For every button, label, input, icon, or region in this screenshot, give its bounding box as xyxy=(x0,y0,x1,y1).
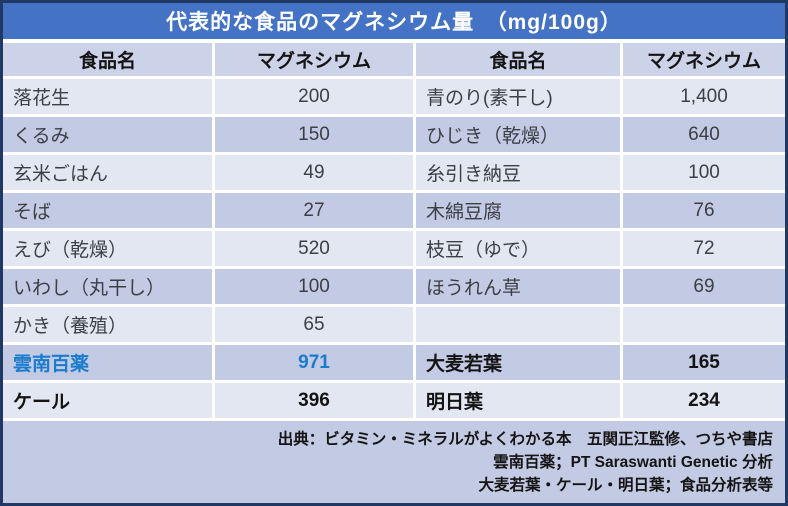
magnesium-value-cell: 234 xyxy=(623,383,785,418)
magnesium-table: 食品名 マグネシウム 食品名 マグネシウム 落花生 200 青のり(素干し) 1… xyxy=(3,43,785,418)
table-row: 落花生 200 青のり(素干し) 1,400 xyxy=(3,79,785,114)
magnesium-value-cell: 165 xyxy=(623,345,785,380)
magnesium-value-cell: 100 xyxy=(623,155,785,190)
magnesium-value-cell: 100 xyxy=(215,269,413,304)
magnesium-value-cell: 150 xyxy=(215,117,413,152)
magnesium-value-cell: 69 xyxy=(623,269,785,304)
food-name-cell: 木綿豆腐 xyxy=(416,193,620,228)
slide-title-bar: 代表的な食品のマグネシウム量 （mg/100g） xyxy=(3,3,785,39)
column-header-magnesium-left: マグネシウム xyxy=(215,43,413,76)
slide-title: 代表的な食品のマグネシウム量 （mg/100g） xyxy=(166,11,622,34)
source-line-3: 大麦若葉・ケール・明日葉；食品分析表等 xyxy=(478,476,773,494)
source-note: 出典：ビタミン・ミネラルがよくわかる本 五関正江監修、つちや書店 雲南百薬；PT… xyxy=(3,421,785,503)
magnesium-value-cell: 1,400 xyxy=(623,79,785,114)
column-header-magnesium-right: マグネシウム xyxy=(623,43,785,76)
food-name-cell: そば xyxy=(3,193,212,228)
magnesium-value-cell: 49 xyxy=(215,155,413,190)
food-name-cell: くるみ xyxy=(3,117,212,152)
magnesium-value-cell: 65 xyxy=(215,307,413,342)
food-name-cell: 落花生 xyxy=(3,79,212,114)
table-row: えび（乾燥） 520 枝豆（ゆで） 72 xyxy=(3,231,785,266)
food-name-cell: 青のり(素干し) xyxy=(416,79,620,114)
table-row-highlight: ケール 396 明日葉 234 xyxy=(3,383,785,418)
column-header-food-right: 食品名 xyxy=(416,43,620,76)
food-name-cell: 大麦若葉 xyxy=(416,345,620,380)
food-name-cell: えび（乾燥） xyxy=(3,231,212,266)
food-name-cell: 玄米ごはん xyxy=(3,155,212,190)
food-name-cell: ほうれん草 xyxy=(416,269,620,304)
magnesium-value-cell: 76 xyxy=(623,193,785,228)
table-row-highlight: 雲南百薬 971 大麦若葉 165 xyxy=(3,345,785,380)
food-name-cell: 糸引き納豆 xyxy=(416,155,620,190)
magnesium-value-cell: 27 xyxy=(215,193,413,228)
magnesium-value-cell: 640 xyxy=(623,117,785,152)
source-line-1: 出典：ビタミン・ミネラルがよくわかる本 五関正江監修、つちや書店 xyxy=(277,430,773,448)
table-row: 玄米ごはん 49 糸引き納豆 100 xyxy=(3,155,785,190)
food-name-cell-empty xyxy=(416,307,620,342)
magnesium-value-cell-empty xyxy=(623,307,785,342)
table-row: かき（養殖） 65 xyxy=(3,307,785,342)
food-name-cell: ひじき（乾燥） xyxy=(416,117,620,152)
magnesium-value-cell: 200 xyxy=(215,79,413,114)
food-name-cell: かき（養殖） xyxy=(3,307,212,342)
magnesium-value-cell: 72 xyxy=(623,231,785,266)
magnesium-value-cell: 971 xyxy=(215,345,413,380)
food-name-cell: ケール xyxy=(3,383,212,418)
table-row: いわし（丸干し） 100 ほうれん草 69 xyxy=(3,269,785,304)
column-header-food-left: 食品名 xyxy=(3,43,212,76)
food-name-cell: 雲南百薬 xyxy=(3,345,212,380)
table-row: そば 27 木綿豆腐 76 xyxy=(3,193,785,228)
food-name-cell: 枝豆（ゆで） xyxy=(416,231,620,266)
magnesium-value-cell: 520 xyxy=(215,231,413,266)
magnesium-value-cell: 396 xyxy=(215,383,413,418)
food-name-cell: 明日葉 xyxy=(416,383,620,418)
table-row: くるみ 150 ひじき（乾燥） 640 xyxy=(3,117,785,152)
food-name-cell: いわし（丸干し） xyxy=(3,269,212,304)
source-line-2: 雲南百薬；PT Saraswanti Genetic 分析 xyxy=(493,453,773,471)
table-header-row: 食品名 マグネシウム 食品名 マグネシウム xyxy=(3,43,785,76)
